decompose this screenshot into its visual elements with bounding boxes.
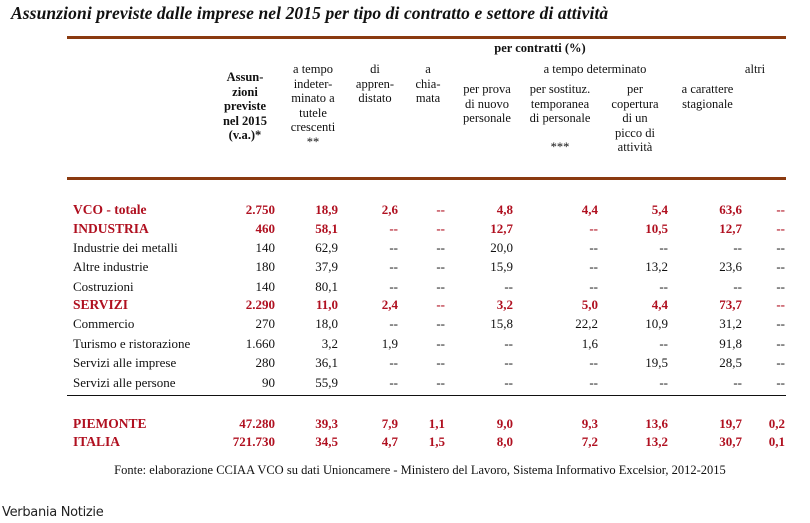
row-label: SERVIZI [73, 297, 129, 312]
table-row: PIEMONTE 47.280 39,3 7,9 1,1 9,0 9,3 13,… [0, 414, 810, 434]
header-group-determinato: a tempo determinato [543, 62, 647, 76]
table-row: VCO - totale 2.750 18,9 2,6 -- 4,8 4,4 5… [0, 200, 810, 220]
header-stagionale: a carattere stagionale [681, 82, 734, 111]
header-chiamata: a chia- mata [415, 62, 441, 105]
table-title: Assunzioni previste dalle imprese nel 20… [11, 3, 609, 23]
table-row: INDUSTRIA 460 58,1 -- -- 12,7 -- 10,5 12… [0, 219, 810, 239]
row-label: Turismo e ristorazione [73, 336, 191, 351]
header-indeterminato: a tempo indeter- minato a tutele crescen… [290, 62, 336, 149]
row-label: Altre industrie [73, 259, 149, 274]
table-row: SERVIZI 2.290 11,0 2,4 -- 3,2 5,0 4,4 73… [0, 295, 810, 315]
header-assunzioni: Assun- zioni previste nel 2015 (v.a.)* [222, 70, 268, 142]
table-row: Industrie dei metalli 140 62,9 -- -- 20,… [0, 238, 810, 258]
watermark: Verbania Notizie [2, 505, 104, 520]
header-rule [67, 177, 786, 180]
header-altri: altri [744, 62, 766, 76]
row-label: ITALIA [73, 434, 121, 449]
table-row: Servizi alle imprese 280 36,1 -- -- -- -… [0, 353, 810, 373]
row-label: Servizi alle imprese [73, 355, 177, 370]
row-label: Industrie dei metalli [73, 240, 178, 255]
top-rule [67, 36, 786, 39]
header-prova: per prova di nuovo personale [463, 82, 511, 125]
table-row: Servizi alle persone 90 55,9 -- -- -- --… [0, 373, 810, 393]
row-label: Servizi alle persone [73, 375, 176, 390]
table-row: Commercio 270 18,0 -- -- 15,8 22,2 10,9 … [0, 314, 810, 334]
source-note: Fonte: elaborazione CCIAA VCO su dati Un… [114, 463, 726, 477]
header-picco: per copertura di un picco di attività [611, 82, 659, 154]
table-row: Costruzioni 140 80,1 -- -- -- -- -- -- -… [0, 277, 810, 297]
section-divider [67, 395, 786, 396]
row-label: PIEMONTE [73, 416, 147, 431]
table-row: Altre industrie 180 37,9 -- -- 15,9 -- 1… [0, 257, 810, 277]
row-label: INDUSTRIA [73, 221, 149, 236]
row-label: Commercio [73, 316, 135, 331]
header-group-contracts: per contratti (%) [494, 41, 586, 55]
header-apprendistato: di appren- distato [355, 62, 395, 105]
header-sostituz: per sostituz. temporanea di personale **… [529, 82, 591, 154]
row-label: Costruzioni [73, 279, 134, 294]
table-row: Turismo e ristorazione 1.660 3,2 1,9 -- … [0, 334, 810, 354]
table-row: ITALIA 721.730 34,5 4,7 1,5 8,0 7,2 13,2… [0, 432, 810, 452]
row-label: VCO - totale [73, 202, 147, 217]
